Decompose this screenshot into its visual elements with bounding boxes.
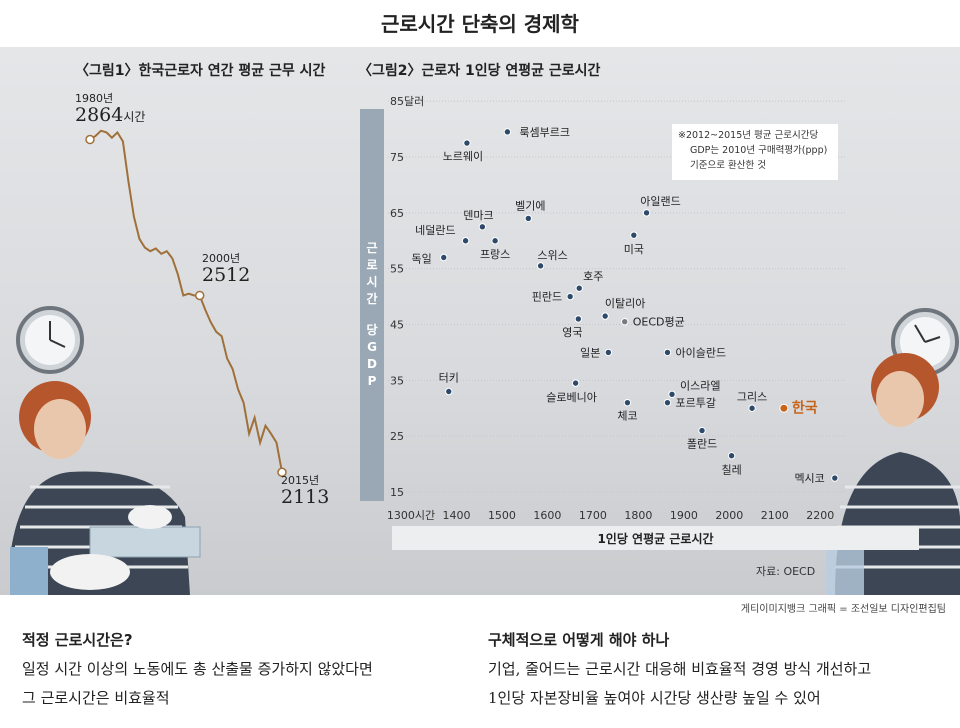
note-line: 기준으로 환산한 것 [690, 160, 766, 171]
image-credit: 게티이미지뱅크 그래픽 = 조선일보 디자인편집팀 [740, 604, 946, 615]
body-line: 1인당 자본장비율 높여야 시간당 생산량 높일 수 있어 [488, 689, 821, 707]
section-left-body: 일정 시간 이상의 노동에도 총 산출물 증가하지 않았다면 그 근로시간은 비… [22, 655, 373, 713]
annotation-year-1980: 1980년 [75, 92, 114, 105]
annotation-year-2000: 2000년 [202, 252, 241, 265]
section-left-heading: 적정 근로시간은? [22, 631, 133, 649]
body-line: 일정 시간 이상의 노동에도 총 산출물 증가하지 않았다면 [22, 660, 373, 678]
x-axis-label-bar [392, 526, 919, 550]
section-right-heading: 구체적으로 어떻게 해야 하나 [488, 631, 670, 649]
background-illustration [10, 306, 960, 595]
y-axis-label-char: 간 [366, 292, 378, 306]
source-label: 자료: OECD [756, 565, 816, 578]
chart2-title: 〈그림2〉근로자 1인당 연평균 근로시간 [358, 63, 601, 79]
worker-illustration [826, 353, 960, 595]
note-line: GDP는 2010년 구매력평가(ppp) [690, 145, 828, 156]
y-axis-label-bar [360, 109, 384, 501]
body-line: 기업, 줄어드는 근로시간 대응해 비효율적 경영 방식 개선하고 [488, 660, 872, 678]
y-axis-label-char: G [367, 340, 377, 354]
annotation-year-2015: 2015년 [281, 474, 320, 487]
y-axis-label-char: D [367, 357, 377, 371]
y-axis-label-char: P [367, 374, 377, 388]
annotation-value-1980: 2864시간 [75, 104, 146, 126]
clock-icon [16, 306, 84, 374]
section-right-body: 기업, 줄어드는 근로시간 대응해 비효율적 경영 방식 개선하고 1인당 자본… [488, 655, 871, 713]
y-axis-label-char: 시 [366, 275, 378, 289]
page-title: 근로시간 단축의 경제학 [381, 12, 579, 36]
y-axis-label-char: 근 [366, 241, 378, 255]
annotation-value-2000: 2512 [202, 264, 251, 286]
chart-note: ※2012~2015년 평균 근로시간당 GDP는 2010년 구매력평가(pp… [672, 124, 838, 180]
annotation-value-2015: 2113 [281, 486, 330, 508]
body-line: 그 근로시간은 비효율적 [22, 689, 170, 707]
y-axis-label-char: 당 [366, 323, 378, 337]
note-line: ※2012~2015년 평균 근로시간당 [678, 130, 819, 141]
y-axis-label-char: 로 [366, 258, 378, 272]
x-axis-label: 1인당 연평균 근로시간 [597, 532, 714, 546]
chart1-title: 〈그림1〉한국근로자 연간 평균 근무 시간 [75, 63, 326, 79]
tired-worker-illustration [10, 381, 201, 595]
